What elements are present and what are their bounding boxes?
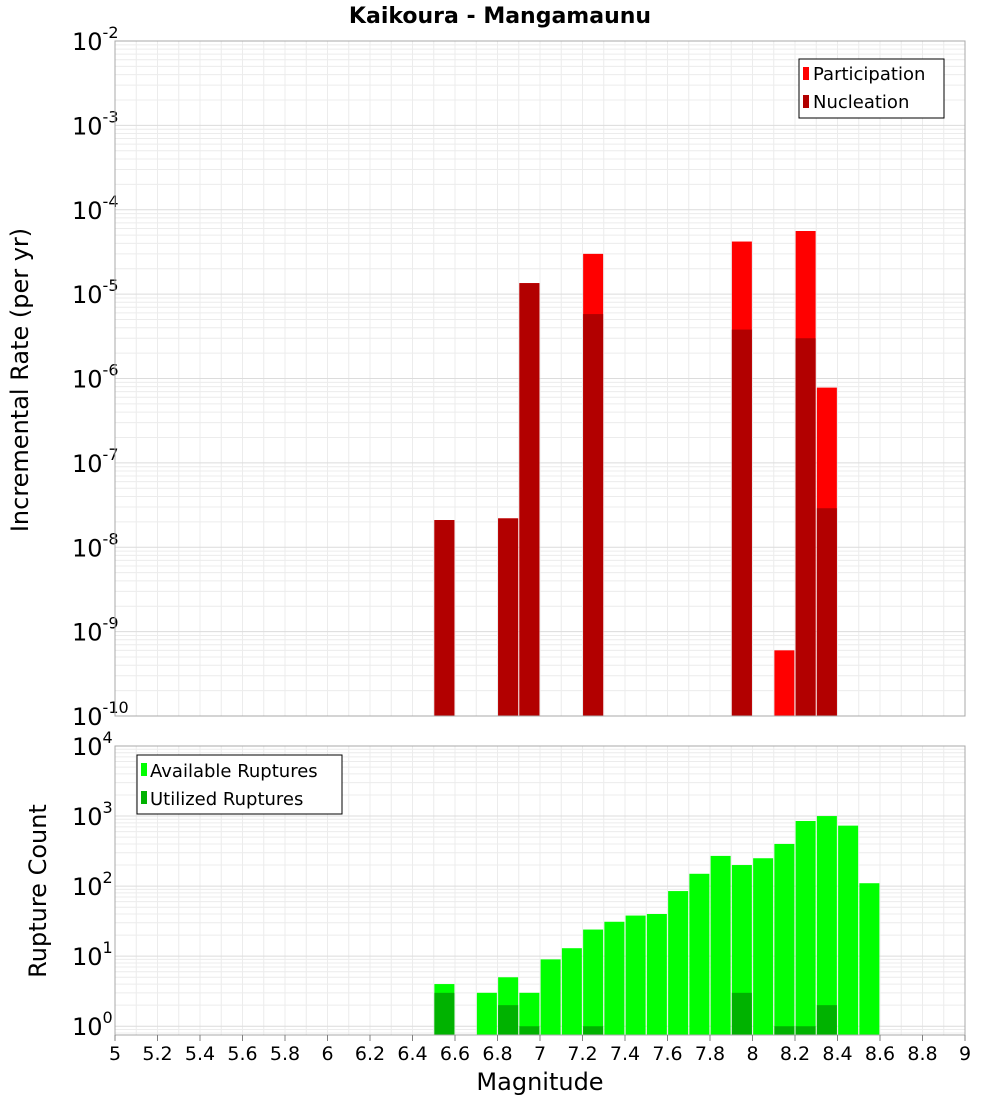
available-ruptures-bar [540,959,561,1035]
x-tick-label: 6.8 [482,1043,512,1065]
legend-participation-label: Participation [813,64,925,85]
y-tick-label: 104 [72,728,113,761]
legend-participation-swatch [803,67,809,80]
bottom-legend: Available Ruptures Utilized Ruptures [136,754,343,815]
bottom-bars [434,816,880,1035]
available-ruptures-bar [646,914,667,1035]
bottom-y-axis-label: Rupture Count [24,804,52,978]
top-legend: Participation Nucleation [798,58,945,119]
available-ruptures-bar [604,921,625,1035]
available-ruptures-bar [731,865,752,1035]
available-ruptures-bar [838,825,859,1035]
y-tick-label: 102 [72,868,113,901]
available-ruptures-bar [753,858,774,1035]
x-axis: 5 5.2 5.4 5.6 5.8 6 6.2 6.4 6.6 6.8 7 7.2 7.4 7.6 7.8 8… [109,1035,971,1065]
x-tick-label: 6.6 [440,1043,470,1065]
x-tick-label: 5.6 [227,1043,257,1065]
x-tick-label: 8 [746,1043,758,1065]
x-tick-label: 7.6 [652,1043,682,1065]
legend-utilized-label: Utilized Ruptures [150,789,303,810]
nucleation-bar [434,520,455,716]
utilized-ruptures-bar [434,992,455,1035]
bottom-y-tick-labels: 100 101 102 103 104 [72,728,113,1041]
y-tick-label: 10-10 [72,698,129,731]
x-tick-label: 6.2 [355,1043,385,1065]
nucleation-bar [498,518,519,716]
available-ruptures-bar [795,821,816,1035]
nucleation-bar [731,329,752,716]
utilized-ruptures-bar [519,1026,540,1035]
available-ruptures-bar [668,891,689,1035]
y-tick-label: 10-2 [72,23,119,56]
nucleation-bar [519,283,540,716]
top-y-axis-label: Incremental Rate (per yr) [6,228,34,532]
available-ruptures-bar [689,873,710,1035]
y-tick-label: 101 [72,938,113,971]
participation-bar [774,650,795,716]
nucleation-bar [795,338,816,716]
available-ruptures-bar [625,915,646,1035]
x-tick-label: 7.2 [567,1043,597,1065]
utilized-ruptures-bar [498,1005,519,1035]
available-ruptures-bar [476,992,497,1035]
chart-title: Kaikoura - Mangamaunu [349,4,651,29]
x-tick-label: 7 [534,1043,546,1065]
legend-available-label: Available Ruptures [150,761,318,782]
x-tick-label: 6 [321,1043,333,1065]
top-gridlines [114,41,966,717]
y-tick-label: 100 [72,1008,113,1041]
x-tick-label: 8.8 [907,1043,937,1065]
x-tick-label: 8.6 [865,1043,895,1065]
available-ruptures-bar [859,883,880,1035]
x-axis-label: Magnitude [476,1068,603,1096]
x-tick-label: 7.8 [695,1043,725,1065]
x-tick-label: 6.4 [397,1043,427,1065]
utilized-ruptures-bar [816,1005,837,1035]
available-ruptures-bar [816,816,837,1035]
available-ruptures-bar [710,855,731,1035]
y-tick-label: 103 [72,798,113,831]
x-tick-label: 5.4 [185,1043,215,1065]
utilized-ruptures-bar [774,1026,795,1035]
legend-utilized-swatch [141,791,147,804]
utilized-ruptures-bar [731,992,752,1035]
rupture-count-plot: 100 101 102 103 104 [72,728,966,1041]
top-bars [434,230,837,717]
nucleation-bar [583,314,604,716]
available-ruptures-bar [561,948,582,1035]
legend-available-swatch [141,763,147,776]
x-tick-label: 5 [109,1043,121,1065]
x-tick-label: 8.2 [780,1043,810,1065]
legend-nucleation-label: Nucleation [813,92,909,113]
utilized-ruptures-bar [795,1026,816,1035]
available-ruptures-bar [774,843,795,1035]
nucleation-bar [816,508,837,716]
x-tick-label: 7.4 [610,1043,640,1065]
x-tick-label: 5.2 [142,1043,172,1065]
available-ruptures-bar [519,992,540,1035]
available-ruptures-bar [583,929,604,1035]
x-tick-label: 8.4 [822,1043,852,1065]
x-tick-label: 9 [959,1043,971,1065]
x-tick-label: 5.8 [270,1043,300,1065]
legend-nucleation-swatch [803,95,809,108]
utilized-ruptures-bar [583,1026,604,1035]
